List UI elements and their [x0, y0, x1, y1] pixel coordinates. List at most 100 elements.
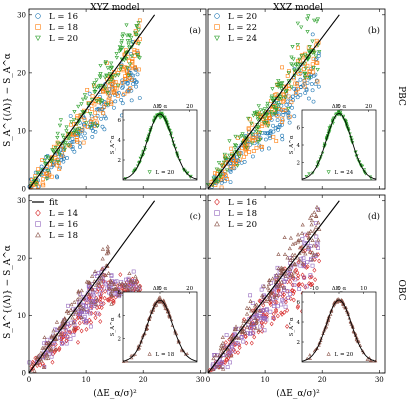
- data-point: [137, 67, 141, 72]
- data-point: [65, 322, 70, 326]
- data-point: [65, 335, 70, 339]
- data-point: [315, 17, 321, 22]
- data-point: [93, 89, 98, 94]
- data-point: [307, 55, 312, 60]
- data-point: [305, 230, 311, 235]
- inset-x-tick-label: 20: [186, 104, 193, 110]
- data-point: [267, 116, 272, 121]
- data-point: [300, 261, 305, 266]
- inset-fit: [122, 299, 198, 362]
- data-point: [223, 360, 228, 365]
- data-point: [260, 124, 265, 128]
- data-point: [90, 94, 95, 99]
- data-point: [90, 287, 95, 292]
- data-point: [36, 167, 41, 171]
- data-point: [89, 320, 94, 325]
- data-point: [133, 274, 138, 279]
- data-point: [254, 302, 259, 307]
- data-point: [103, 273, 108, 277]
- data-point: [98, 294, 103, 300]
- data-point: [298, 238, 303, 242]
- data-point: [264, 113, 269, 117]
- data-point: [50, 359, 55, 365]
- data-point: [261, 284, 267, 288]
- data-point: [263, 299, 269, 303]
- data-point: [269, 290, 274, 294]
- data-point: [293, 89, 298, 93]
- inset-x-tick-label: 20: [365, 104, 372, 110]
- data-point: [312, 253, 317, 258]
- data-point: [93, 116, 98, 120]
- data-point: [79, 102, 84, 107]
- data-point: [109, 65, 114, 70]
- data-point: [133, 65, 138, 70]
- data-point: [104, 74, 110, 79]
- data-point: [272, 301, 276, 306]
- data-point: [53, 146, 58, 150]
- data-point: [88, 111, 93, 116]
- data-point: [136, 42, 142, 46]
- data-point: [281, 299, 286, 304]
- x-tick-label: 20: [139, 376, 148, 384]
- data-point: [262, 328, 267, 333]
- data-point: [266, 131, 270, 135]
- data-point: [68, 307, 73, 312]
- data-point: [315, 67, 320, 72]
- data-point: [120, 45, 125, 50]
- data-point: [120, 34, 125, 39]
- data-point: [36, 353, 41, 358]
- data-point: [81, 140, 86, 145]
- data-point: [79, 288, 84, 293]
- panel-label: (b): [368, 25, 380, 36]
- legend-marker: [214, 210, 220, 216]
- data-point: [312, 210, 317, 215]
- data-point: [290, 255, 295, 260]
- data-point: [309, 218, 315, 223]
- data-point: [42, 159, 47, 163]
- data-point: [299, 54, 304, 59]
- data-point: [244, 311, 250, 316]
- data-point: [274, 107, 279, 112]
- data-point: [109, 102, 114, 106]
- data-point: [276, 266, 281, 271]
- scatter-cloud: [207, 204, 322, 373]
- data-point: [124, 77, 129, 81]
- inset-fit: [122, 113, 198, 180]
- data-point: [303, 66, 308, 71]
- data-point: [282, 235, 287, 239]
- inset-y-label: S_A^α: [109, 135, 116, 154]
- data-point: [222, 152, 227, 157]
- legend-marker: [214, 24, 220, 30]
- data-point: [229, 353, 234, 358]
- data-point: [309, 213, 314, 218]
- data-point: [286, 115, 291, 120]
- data-point: [45, 169, 51, 174]
- data-point: [314, 60, 319, 65]
- data-point: [99, 287, 104, 292]
- data-point: [231, 165, 236, 170]
- data-point: [292, 289, 297, 294]
- data-point: [45, 337, 50, 342]
- data-point: [70, 315, 75, 320]
- data-point: [305, 30, 310, 34]
- data-point: [134, 277, 139, 282]
- data-point: [107, 298, 111, 303]
- data-point: [292, 76, 296, 81]
- data-point: [72, 149, 77, 154]
- data-point: [65, 156, 70, 160]
- data-point: [33, 174, 38, 179]
- data-point: [106, 97, 111, 102]
- data-point: [307, 70, 312, 74]
- data-point: [117, 293, 122, 297]
- data-point: [93, 271, 98, 276]
- data-point: [59, 338, 64, 344]
- data-point: [232, 336, 237, 340]
- data-point: [125, 66, 130, 71]
- data-point: [87, 317, 92, 323]
- data-point: [100, 256, 105, 261]
- data-point: [34, 355, 39, 360]
- data-point: [251, 149, 256, 153]
- data-point: [293, 277, 298, 282]
- data-point: [89, 303, 94, 309]
- data-point: [98, 279, 104, 284]
